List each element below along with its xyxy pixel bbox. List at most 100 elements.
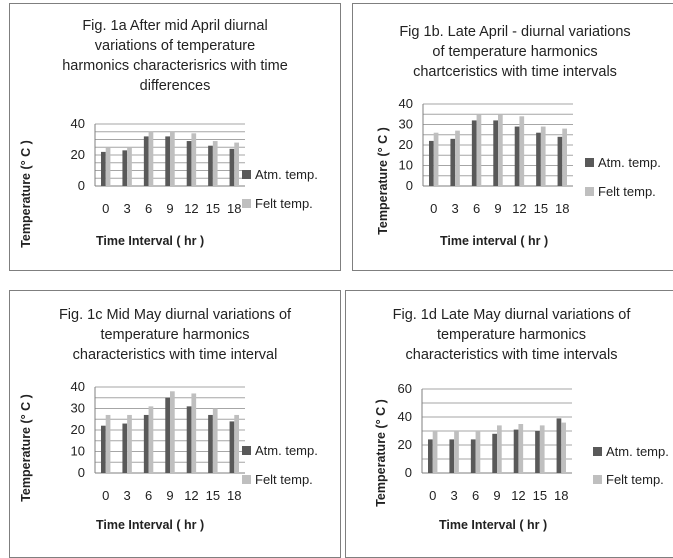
bar-felt-temp	[212, 141, 218, 186]
x-axis-label: Time interval ( hr )	[440, 234, 549, 248]
bar-atm-temp	[492, 433, 497, 473]
x-tick-label: 18	[227, 201, 241, 216]
bar-felt-temp	[191, 393, 197, 473]
bar-atm-temp	[143, 414, 149, 473]
bar-felt-temp	[433, 132, 439, 186]
bar-atm-temp	[208, 145, 213, 186]
legend-swatch-atm	[242, 446, 251, 455]
bar-felt-temp	[540, 126, 546, 186]
bar-atm-temp	[229, 421, 235, 473]
bar-atm-temp	[122, 423, 128, 473]
bar-atm-temp	[449, 439, 455, 473]
bar-atm-temp	[165, 136, 170, 186]
bar-felt-temp	[562, 128, 567, 186]
bar-atm-temp	[101, 425, 106, 473]
x-axis-label: Time Interval ( hr )	[96, 518, 205, 532]
bar-atm-temp	[143, 136, 149, 186]
chart-title: Fig. 1c Mid May diurnal variations of te…	[58, 307, 292, 363]
chart-title: Fig. 1d Late May diurnal variations of t…	[392, 307, 631, 363]
y-tick-label: 30	[399, 117, 413, 132]
legend-label: Atm. temp.	[255, 167, 318, 182]
chart-title: Fig. 1a After mid April diurnal variatio…	[62, 18, 288, 94]
y-tick-label: 40	[71, 116, 85, 131]
legend-item-felt: Felt temp.	[585, 184, 656, 199]
legend-item-atm: Atm. temp.	[242, 443, 318, 458]
y-tick-label: 30	[71, 401, 85, 416]
bar-atm-temp	[514, 126, 520, 186]
x-tick-label: 9	[494, 201, 501, 216]
bar-felt-temp	[170, 391, 175, 473]
y-axis-label: Temperature (° C )	[19, 394, 33, 502]
legend-label: Felt temp.	[255, 196, 313, 211]
x-tick-label: 3	[124, 488, 131, 503]
bar-felt-temp	[561, 422, 566, 473]
bar-felt-temp	[127, 414, 132, 473]
y-tick-label: 60	[398, 381, 412, 396]
legend-label: Atm. temp.	[255, 443, 318, 458]
x-tick-label: 9	[166, 488, 173, 503]
y-tick-label: 0	[406, 178, 413, 193]
bar-felt-temp	[475, 431, 481, 473]
legend-swatch-felt	[242, 475, 251, 484]
bar-atm-temp	[165, 397, 170, 473]
x-tick-label: 9	[493, 488, 500, 503]
x-tick-label: 3	[452, 201, 459, 216]
y-tick-label: 10	[71, 444, 85, 459]
legend-swatch-felt	[242, 199, 251, 208]
y-tick-label: 0	[78, 178, 85, 193]
x-tick-label: 6	[145, 488, 152, 503]
x-tick-label: 0	[429, 488, 436, 503]
bar-atm-temp	[428, 439, 433, 473]
bar-atm-temp	[513, 429, 519, 473]
bar-atm-temp	[536, 132, 541, 186]
bar-atm-temp	[557, 136, 563, 186]
legend-swatch-atm	[242, 170, 251, 179]
bar-felt-temp	[148, 406, 154, 473]
bar-felt-temp	[432, 431, 438, 473]
x-tick-label: 12	[512, 201, 526, 216]
bar-felt-temp	[519, 116, 525, 186]
legend-label: Atm. temp.	[606, 444, 669, 459]
y-tick-label: 40	[71, 379, 85, 394]
bar-atm-temp	[186, 141, 192, 186]
bar-atm-temp	[470, 439, 476, 473]
x-tick-label: 12	[184, 488, 198, 503]
y-tick-label: 0	[405, 465, 412, 480]
bar-felt-temp	[497, 425, 502, 473]
bar-felt-temp	[105, 147, 111, 186]
legend-item-atm: Atm. temp.	[593, 444, 669, 459]
bar-atm-temp	[101, 151, 106, 186]
y-tick-label: 20	[71, 147, 85, 162]
legend-swatch-atm	[585, 158, 594, 167]
bar-felt-temp	[234, 142, 239, 186]
legend-label: Felt temp.	[606, 472, 664, 487]
y-axis-label: Temperature (° C )	[19, 140, 33, 248]
chart-panel-1c: Fig. 1c Mid May diurnal variations of te…	[9, 290, 341, 558]
y-tick-label: 20	[399, 137, 413, 152]
y-tick-label: 20	[71, 422, 85, 437]
x-tick-label: 6	[473, 201, 480, 216]
x-tick-label: 3	[124, 201, 131, 216]
bar-felt-temp	[170, 131, 175, 186]
bar-atm-temp	[556, 418, 562, 473]
x-tick-label: 15	[533, 488, 547, 503]
bar-felt-temp	[127, 147, 132, 186]
legend-item-felt: Felt temp.	[242, 472, 313, 487]
bar-atm-temp	[208, 414, 213, 473]
bar-felt-temp	[454, 431, 459, 473]
legend-item-atm: Atm. temp.	[585, 155, 661, 170]
x-tick-label: 15	[534, 201, 548, 216]
y-tick-label: 40	[398, 409, 412, 424]
bar-atm-temp	[186, 406, 192, 473]
legend-label: Felt temp.	[598, 184, 656, 199]
bar-atm-temp	[122, 150, 128, 186]
x-tick-label: 15	[206, 488, 220, 503]
y-tick-label: 20	[398, 437, 412, 452]
bar-felt-temp	[191, 133, 197, 186]
chart-panel-1b: Fig 1b. Late April - diurnal variations …	[352, 3, 673, 271]
legend-swatch-felt	[585, 187, 594, 196]
bar-felt-temp	[105, 414, 111, 473]
